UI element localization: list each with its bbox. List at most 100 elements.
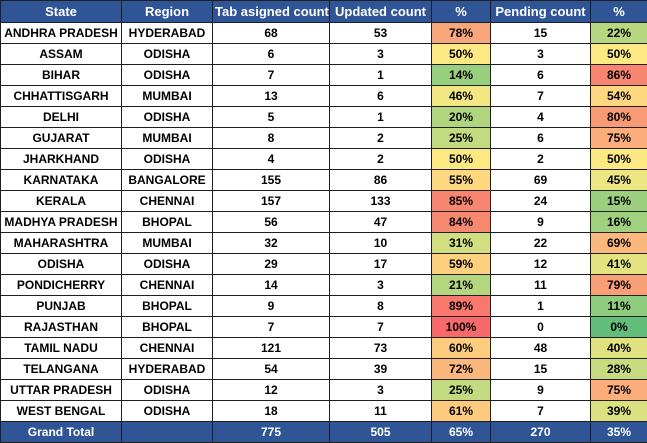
cell-region[interactable]: CHENNAI (122, 275, 213, 296)
header-tab-assigned-count[interactable]: Tab asigned count (213, 1, 330, 23)
cell-updated-percent[interactable]: 60% (432, 338, 491, 359)
cell-updated-percent[interactable]: 50% (432, 44, 491, 65)
cell-updated-count[interactable]: 1 (330, 65, 432, 86)
cell-pending-percent[interactable]: 40% (591, 338, 647, 359)
cell-tab-assigned-count[interactable]: 157 (213, 191, 330, 212)
cell-updated-percent[interactable]: 50% (432, 149, 491, 170)
cell-pending-count[interactable]: 22 (491, 233, 591, 254)
cell-updated-percent[interactable]: 84% (432, 212, 491, 233)
cell-region[interactable]: CHENNAI (122, 338, 213, 359)
cell-updated-percent[interactable]: 21% (432, 275, 491, 296)
cell-tab-assigned-count[interactable]: 5 (213, 107, 330, 128)
header-pending-count[interactable]: Pending count (491, 1, 591, 23)
cell-pending-percent[interactable]: 41% (591, 254, 647, 275)
cell-region[interactable]: ODISHA (122, 401, 213, 422)
cell-updated-count[interactable]: 3 (330, 380, 432, 401)
cell-region[interactable]: HYDERABAD (122, 359, 213, 380)
cell-updated-count[interactable]: 17 (330, 254, 432, 275)
cell-tab-assigned-count[interactable]: 32 (213, 233, 330, 254)
cell-pending-percent[interactable]: 79% (591, 275, 647, 296)
cell-region[interactable]: ODISHA (122, 149, 213, 170)
cell-state[interactable]: JHARKHAND (1, 149, 122, 170)
cell-tab-assigned-count[interactable]: 13 (213, 86, 330, 107)
cell-pending-count[interactable]: 0 (491, 317, 591, 338)
cell-state[interactable]: KARNATAKA (1, 170, 122, 191)
cell-updated-count[interactable]: 11 (330, 401, 432, 422)
cell-tab-assigned-count[interactable]: 8 (213, 128, 330, 149)
cell-region[interactable]: MUMBAI (122, 86, 213, 107)
cell-state[interactable]: BIHAR (1, 65, 122, 86)
cell-tab-assigned-count[interactable]: 6 (213, 44, 330, 65)
grand-total-updated[interactable]: 505 (330, 422, 432, 443)
cell-state[interactable]: MADHYA PRADESH (1, 212, 122, 233)
cell-state[interactable]: ODISHA (1, 254, 122, 275)
cell-tab-assigned-count[interactable]: 54 (213, 359, 330, 380)
cell-state[interactable]: UTTAR PRADESH (1, 380, 122, 401)
grand-total-region[interactable] (122, 422, 213, 443)
cell-updated-count[interactable]: 53 (330, 23, 432, 44)
cell-updated-count[interactable]: 7 (330, 317, 432, 338)
cell-updated-count[interactable]: 86 (330, 170, 432, 191)
cell-updated-count[interactable]: 133 (330, 191, 432, 212)
cell-pending-count[interactable]: 48 (491, 338, 591, 359)
cell-pending-count[interactable]: 15 (491, 23, 591, 44)
cell-updated-count[interactable]: 2 (330, 149, 432, 170)
cell-pending-percent[interactable]: 69% (591, 233, 647, 254)
cell-updated-percent[interactable]: 61% (432, 401, 491, 422)
cell-region[interactable]: ODISHA (122, 107, 213, 128)
cell-updated-count[interactable]: 47 (330, 212, 432, 233)
header-state[interactable]: State (1, 1, 122, 23)
grand-total-assigned[interactable]: 775 (213, 422, 330, 443)
cell-updated-percent[interactable]: 78% (432, 23, 491, 44)
header-region[interactable]: Region (122, 1, 213, 23)
cell-pending-percent[interactable]: 39% (591, 401, 647, 422)
cell-updated-percent[interactable]: 72% (432, 359, 491, 380)
cell-tab-assigned-count[interactable]: 4 (213, 149, 330, 170)
header-pending-percent[interactable]: % (591, 1, 647, 23)
grand-total-label[interactable]: Grand Total (1, 422, 122, 443)
cell-state[interactable]: RAJASTHAN (1, 317, 122, 338)
cell-region[interactable]: BANGALORE (122, 170, 213, 191)
cell-pending-count[interactable]: 3 (491, 44, 591, 65)
cell-pending-count[interactable]: 15 (491, 359, 591, 380)
cell-pending-count[interactable]: 9 (491, 212, 591, 233)
cell-region[interactable]: BHOPAL (122, 296, 213, 317)
cell-region[interactable]: ODISHA (122, 65, 213, 86)
cell-pending-percent[interactable]: 54% (591, 86, 647, 107)
cell-pending-count[interactable]: 11 (491, 275, 591, 296)
cell-state[interactable]: ANDHRA PRADESH (1, 23, 122, 44)
cell-pending-percent[interactable]: 0% (591, 317, 647, 338)
cell-updated-count[interactable]: 73 (330, 338, 432, 359)
cell-pending-percent[interactable]: 45% (591, 170, 647, 191)
cell-pending-percent[interactable]: 15% (591, 191, 647, 212)
cell-state[interactable]: PONDICHERRY (1, 275, 122, 296)
cell-updated-percent[interactable]: 25% (432, 128, 491, 149)
cell-updated-percent[interactable]: 46% (432, 86, 491, 107)
cell-updated-percent[interactable]: 59% (432, 254, 491, 275)
cell-tab-assigned-count[interactable]: 155 (213, 170, 330, 191)
cell-updated-percent[interactable]: 55% (432, 170, 491, 191)
cell-updated-count[interactable]: 8 (330, 296, 432, 317)
cell-pending-count[interactable]: 24 (491, 191, 591, 212)
cell-tab-assigned-count[interactable]: 68 (213, 23, 330, 44)
cell-pending-percent[interactable]: 16% (591, 212, 647, 233)
cell-updated-percent[interactable]: 31% (432, 233, 491, 254)
cell-tab-assigned-count[interactable]: 7 (213, 65, 330, 86)
cell-tab-assigned-count[interactable]: 9 (213, 296, 330, 317)
cell-updated-count[interactable]: 2 (330, 128, 432, 149)
cell-pending-percent[interactable]: 50% (591, 44, 647, 65)
cell-tab-assigned-count[interactable]: 12 (213, 380, 330, 401)
cell-state[interactable]: KERALA (1, 191, 122, 212)
cell-updated-percent[interactable]: 100% (432, 317, 491, 338)
cell-pending-percent[interactable]: 75% (591, 380, 647, 401)
grand-total-pending-percent[interactable]: 35% (591, 422, 647, 443)
cell-pending-count[interactable]: 6 (491, 65, 591, 86)
cell-region[interactable]: ODISHA (122, 254, 213, 275)
cell-pending-percent[interactable]: 28% (591, 359, 647, 380)
cell-pending-count[interactable]: 7 (491, 401, 591, 422)
cell-updated-count[interactable]: 10 (330, 233, 432, 254)
cell-state[interactable]: TAMIL NADU (1, 338, 122, 359)
cell-pending-percent[interactable]: 22% (591, 23, 647, 44)
cell-state[interactable]: GUJARAT (1, 128, 122, 149)
cell-pending-count[interactable]: 12 (491, 254, 591, 275)
